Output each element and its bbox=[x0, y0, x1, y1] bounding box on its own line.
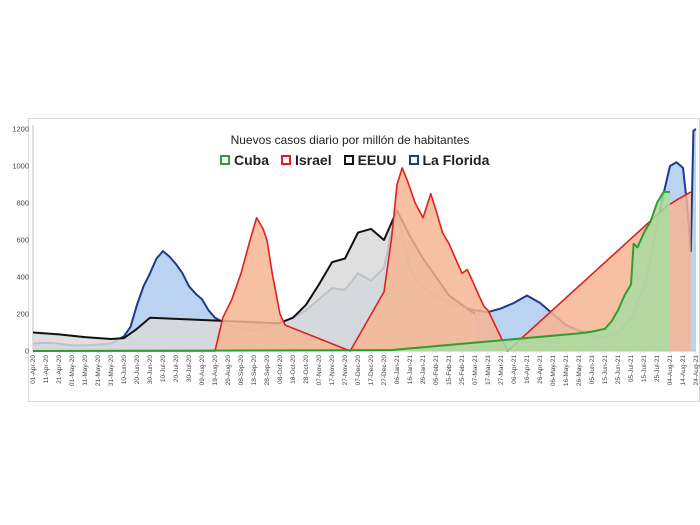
x-tick-label: 14-Aug-21 bbox=[680, 355, 687, 386]
x-tick-label: 18-Sep-20 bbox=[251, 355, 258, 386]
chart-title: Nuevos casos diario por millón de habita… bbox=[230, 133, 470, 147]
x-tick-label: 27-Nov-20 bbox=[342, 355, 349, 386]
x-tick-label: 17-Nov-20 bbox=[329, 355, 336, 386]
x-tick-label: 28-Sep-20 bbox=[264, 355, 271, 386]
legend-label: Cuba bbox=[234, 152, 269, 168]
series-line-cuba bbox=[32, 190, 670, 352]
x-tick-label: 15-Jun-21 bbox=[602, 355, 609, 385]
y-tick-label: 1000 bbox=[12, 162, 29, 171]
x-tick-label: 28-Oct-20 bbox=[303, 355, 310, 384]
legend-item: Israel bbox=[281, 152, 332, 168]
y-tick-label: 200 bbox=[16, 310, 29, 319]
x-tick-label: 29-Aug-20 bbox=[225, 355, 232, 386]
x-tick-label: 15-Jul-21 bbox=[641, 355, 648, 382]
x-tick-label: 01-May-20 bbox=[69, 355, 76, 386]
x-tick-label: 31-May-20 bbox=[108, 355, 115, 386]
series-line-israel bbox=[33, 167, 692, 352]
x-tick-label: 11-Apr-20 bbox=[43, 355, 50, 384]
series-area-cuba bbox=[33, 191, 670, 351]
x-tick-label: 17-Dec-20 bbox=[368, 355, 375, 386]
legend-label: La Florida bbox=[422, 152, 490, 168]
x-tick-label: 09-Aug-20 bbox=[199, 355, 206, 386]
x-tick-label: 16-May-21 bbox=[563, 355, 570, 386]
x-tick-label: 19-Aug-20 bbox=[212, 355, 219, 386]
x-tick-label: 26-Jan-21 bbox=[420, 355, 427, 385]
x-tick-label: 20-Jun-20 bbox=[134, 355, 141, 385]
legend-swatch bbox=[408, 155, 419, 165]
y-tick-label: 400 bbox=[16, 273, 29, 282]
x-tick-label: 26-May-21 bbox=[576, 355, 583, 386]
x-tick-label: 11-May-20 bbox=[82, 355, 89, 386]
legend-swatch bbox=[343, 155, 354, 165]
x-tick-label: 15-Feb-21 bbox=[446, 355, 453, 385]
x-tick-label: 27-Mar-21 bbox=[498, 355, 505, 385]
x-tick-label: 10-Jun-20 bbox=[121, 355, 128, 385]
x-tick-label: 01-Apr-20 bbox=[30, 355, 37, 384]
x-tick-label: 16-Apr-21 bbox=[524, 355, 531, 384]
chart-legend: Cuba Israel EEUU La Florida bbox=[220, 152, 489, 168]
x-tick-label: 25-Jul-21 bbox=[654, 355, 661, 382]
legend-label: EEUU bbox=[357, 152, 397, 168]
y-tick-label: 1200 bbox=[12, 125, 29, 134]
x-tick-label: 06-Jan-21 bbox=[394, 355, 401, 385]
x-tick-label: 07-Nov-20 bbox=[316, 355, 323, 386]
x-tick-label: 05-Feb-21 bbox=[433, 355, 440, 385]
x-tick-label: 17-Mar-21 bbox=[485, 355, 492, 385]
x-tick-label: 27-Dec-20 bbox=[381, 355, 388, 386]
x-tick-label: 25-Feb-21 bbox=[459, 355, 466, 385]
legend-label: Israel bbox=[295, 152, 332, 168]
legend-swatch bbox=[220, 155, 230, 165]
x-tick-label: 21-Apr-20 bbox=[56, 355, 63, 384]
x-tick-label: 26-Apr-21 bbox=[537, 355, 544, 384]
legend-item: La Florida bbox=[408, 152, 490, 168]
x-tick-label: 08-Oct-20 bbox=[277, 355, 284, 384]
x-tick-label: 18-Oct-20 bbox=[290, 355, 297, 384]
y-tick-label: 600 bbox=[16, 236, 29, 245]
y-tick-label: 800 bbox=[16, 199, 29, 208]
x-tick-label: 24-Aug-21 bbox=[693, 355, 700, 386]
x-tick-label: 04-Aug-21 bbox=[667, 355, 674, 386]
x-tick-label: 08-Sep-20 bbox=[238, 355, 245, 386]
x-tick-label: 20-Jul-20 bbox=[173, 355, 180, 382]
x-tick-label: 16-Jan-21 bbox=[407, 355, 414, 385]
legend-item: Cuba bbox=[220, 152, 269, 168]
x-tick-label: 05-Jul-21 bbox=[628, 355, 635, 382]
x-tick-label: 21-May-20 bbox=[95, 355, 102, 386]
x-tick-label: 25-Jun-21 bbox=[615, 355, 622, 385]
x-tick-label: 06-Apr-21 bbox=[511, 355, 518, 384]
x-tick-label: 10-Jul-20 bbox=[160, 355, 167, 382]
y-tick-label: 0 bbox=[25, 347, 29, 356]
x-tick-label: 05-Jun-21 bbox=[589, 355, 596, 385]
x-tick-label: 30-Jun-20 bbox=[147, 355, 154, 385]
legend-item: EEUU bbox=[343, 152, 397, 168]
x-tick-label: 07-Mar-21 bbox=[472, 355, 479, 385]
x-tick-label: 06-May-21 bbox=[550, 355, 557, 386]
series-area-eeuu bbox=[33, 210, 475, 351]
x-tick-label: 07-Dec-20 bbox=[355, 355, 362, 386]
legend-swatch bbox=[281, 155, 291, 165]
x-tick-label: 30-Jul-20 bbox=[186, 355, 193, 382]
